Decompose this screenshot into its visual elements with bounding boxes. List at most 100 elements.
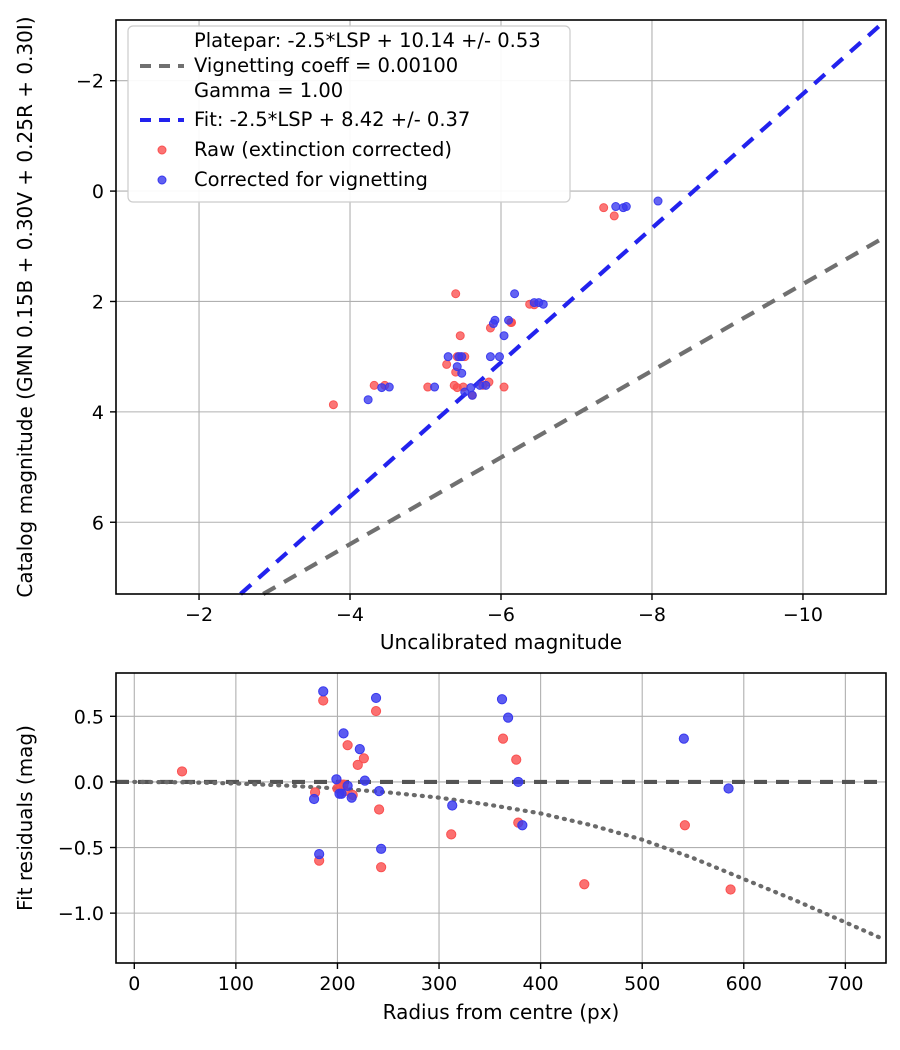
data-point (447, 800, 458, 811)
legend: Platepar: -2.5*LSP + 10.14 +/- 0.53Vigne… (127, 25, 571, 203)
legend-label-1: Vignetting coeff = 0.00100 (194, 54, 458, 77)
data-point (384, 382, 394, 392)
bottom-xtick-label-7: 700 (827, 973, 863, 995)
bottom-series-raw (176, 695, 736, 895)
legend-box (127, 25, 571, 203)
data-point (374, 785, 385, 797)
legend-entry-5: Corrected for vignetting (157, 168, 428, 191)
data-point (452, 362, 462, 372)
data-point (517, 820, 528, 831)
bottom-yaxis-label: Fit residuals (mag) (13, 725, 37, 911)
data-point (457, 368, 467, 378)
legend-label-3: Fit: -2.5*LSP + 8.42 +/- 0.37 (194, 108, 470, 131)
data-point (579, 879, 590, 890)
legend-label-0: Platepar: -2.5*LSP + 10.14 +/- 0.53 (194, 29, 541, 52)
data-point (346, 792, 357, 803)
data-point (369, 380, 379, 390)
data-point (513, 776, 524, 788)
data-point (538, 299, 548, 309)
top-xtick-label-2: −6 (487, 604, 515, 626)
legend-entry-4: Raw (extinction corrected) (157, 138, 452, 161)
top-xtick-label-4: −10 (783, 604, 823, 626)
data-point (363, 395, 373, 405)
data-point (318, 695, 329, 706)
data-point (599, 203, 609, 213)
bottom-ytick-label-2: −0.5 (58, 838, 104, 860)
data-point (336, 788, 347, 799)
data-point (318, 686, 329, 697)
data-point (176, 766, 188, 777)
data-point (374, 804, 385, 815)
top-xtick-label-0: −2 (185, 604, 213, 626)
data-point (679, 820, 690, 831)
data-point (460, 387, 470, 397)
data-point (503, 712, 514, 723)
data-point (723, 783, 734, 794)
data-point (342, 740, 353, 751)
data-point (725, 884, 736, 895)
top-ytick-label-3: 4 (92, 402, 104, 424)
data-point (370, 692, 382, 704)
data-point (611, 202, 621, 212)
data-point (481, 380, 491, 390)
legend-dot-swatch (157, 145, 167, 155)
data-point (308, 793, 320, 805)
data-point (314, 848, 325, 860)
data-point (455, 331, 465, 341)
data-point (442, 359, 452, 369)
data-point (485, 352, 495, 362)
data-point (496, 694, 508, 705)
top-panel: −2 −4 −6 −8 −10 −2 0 2 4 6 Uncalibrated magnitude C… (13, 16, 888, 654)
data-point (358, 753, 369, 764)
data-point (430, 382, 440, 392)
vignetting-model-curve (132, 779, 884, 941)
data-point (457, 352, 467, 362)
legend-label-5: Corrected for vignetting (194, 168, 428, 191)
data-point (338, 728, 349, 739)
legend-entry-0: Platepar: -2.5*LSP + 10.14 +/- 0.53 (194, 29, 541, 52)
data-point (678, 733, 689, 744)
bottom-xtick-label-4: 400 (522, 973, 558, 995)
data-point (352, 759, 363, 770)
data-point (467, 390, 477, 400)
data-point (499, 382, 509, 392)
data-point (451, 289, 461, 299)
bottom-series-corrected (308, 686, 734, 860)
bottom-ytick-label-0: 0.5 (74, 706, 104, 728)
data-point (342, 780, 353, 791)
bottom-xtick-label-0: 0 (128, 973, 140, 995)
top-xtick-label-1: −4 (336, 604, 364, 626)
data-point (370, 705, 382, 717)
data-point (376, 862, 387, 873)
top-series-corrected (363, 196, 663, 405)
data-point (609, 211, 619, 221)
legend-label-2: Gamma = 1.00 (194, 79, 343, 102)
top-xtick-label-3: −8 (638, 604, 666, 626)
legend-label-4: Raw (extinction corrected) (194, 138, 452, 161)
data-point (499, 331, 509, 341)
bottom-axes-frame (115, 672, 887, 964)
top-ytick-label-4: 6 (92, 512, 104, 534)
data-point (443, 352, 453, 362)
data-point (490, 315, 500, 325)
data-point (377, 383, 387, 393)
data-point (331, 774, 342, 785)
top-ytick-label-0: −2 (76, 71, 104, 93)
data-point (328, 400, 338, 410)
data-point (359, 775, 370, 786)
data-point (494, 352, 504, 362)
data-point (621, 202, 631, 212)
data-point (497, 733, 509, 744)
top-ytick-label-2: 2 (92, 291, 104, 313)
bottom-ytick-label-1: 0.0 (74, 772, 104, 794)
bottom-plot-background (116, 673, 886, 963)
data-point (653, 196, 663, 206)
legend-entry-2: Gamma = 1.00 (194, 79, 343, 102)
data-point (510, 289, 520, 299)
bottom-ytick-label-3: −1.0 (58, 903, 104, 925)
bottom-xtick-label-6: 600 (726, 973, 762, 995)
top-ytick-label-1: 0 (92, 181, 104, 203)
data-point (511, 754, 522, 765)
